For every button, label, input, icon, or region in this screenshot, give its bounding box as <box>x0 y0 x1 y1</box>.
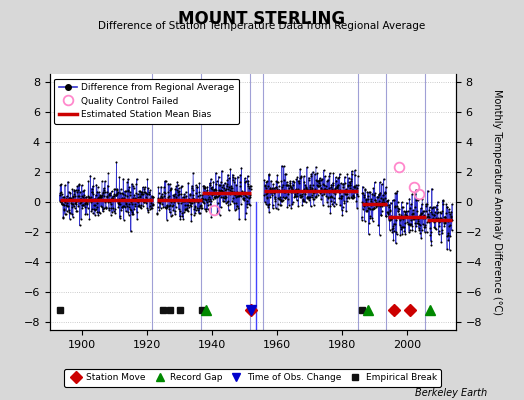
Text: Difference of Station Temperature Data from Regional Average: Difference of Station Temperature Data f… <box>99 21 425 31</box>
Legend: Station Move, Record Gap, Time of Obs. Change, Empirical Break: Station Move, Record Gap, Time of Obs. C… <box>64 369 441 387</box>
Legend: Difference from Regional Average, Quality Control Failed, Estimated Station Mean: Difference from Regional Average, Qualit… <box>54 78 239 124</box>
Text: MOUNT STERLING: MOUNT STERLING <box>179 10 345 28</box>
Y-axis label: Monthly Temperature Anomaly Difference (°C): Monthly Temperature Anomaly Difference (… <box>492 89 501 315</box>
Text: Berkeley Earth: Berkeley Earth <box>415 388 487 398</box>
